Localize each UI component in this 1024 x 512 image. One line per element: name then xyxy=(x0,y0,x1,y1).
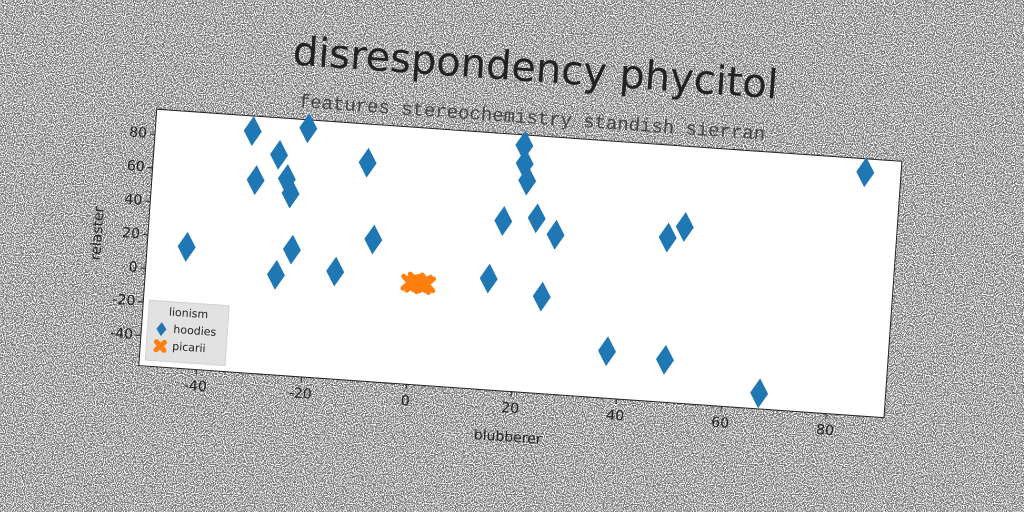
x-tick-label: -20 xyxy=(288,385,312,403)
x-tick-label: 40 xyxy=(606,407,625,424)
legend-label: hoodies xyxy=(173,323,217,339)
data-point xyxy=(243,116,262,147)
x-tick-label: 20 xyxy=(501,400,520,417)
data-point xyxy=(518,165,537,196)
data-point xyxy=(515,130,534,161)
y-tick-label: 60 xyxy=(126,158,145,175)
data-point xyxy=(515,148,534,179)
data-point xyxy=(532,281,551,312)
plot-group: disrespondency phycitol features stereoc… xyxy=(88,29,903,448)
data-point xyxy=(494,206,513,236)
y-tick-label: 20 xyxy=(122,225,141,242)
y-tick-label: -40 xyxy=(110,325,134,343)
legend-marker xyxy=(156,322,167,337)
data-point xyxy=(527,203,546,234)
data-point xyxy=(282,234,301,265)
data-point xyxy=(326,256,345,287)
y-tick-label: 80 xyxy=(129,125,148,142)
data-point xyxy=(675,212,694,242)
y-axis-label: relaster xyxy=(88,206,108,261)
data-point xyxy=(281,178,300,209)
legend-marker xyxy=(153,339,167,353)
legend-box xyxy=(144,299,230,367)
y-tick-label: -20 xyxy=(112,292,136,310)
data-point xyxy=(598,336,617,367)
x-tick-label: 60 xyxy=(711,415,730,432)
y-tick-label: 0 xyxy=(128,259,138,276)
data-point xyxy=(299,113,318,144)
data-point xyxy=(266,259,285,290)
data-point xyxy=(177,231,196,262)
data-point xyxy=(479,263,498,294)
data-point xyxy=(546,219,565,250)
data-point xyxy=(364,224,383,255)
plot-area xyxy=(138,109,902,418)
data-point xyxy=(413,277,432,296)
data-point xyxy=(277,163,296,194)
x-tick-label: -40 xyxy=(183,378,207,396)
data-point xyxy=(246,165,265,196)
data-point xyxy=(750,378,769,409)
data-point xyxy=(358,147,377,178)
data-point xyxy=(856,157,875,188)
data-point xyxy=(655,344,674,375)
data-point xyxy=(658,222,677,253)
x-tick-label: 0 xyxy=(400,393,410,410)
x-tick-label: 80 xyxy=(816,422,835,439)
y-tick-label: 40 xyxy=(124,192,143,209)
x-axis-label: blubberer xyxy=(473,427,542,448)
legend-title: lionism xyxy=(168,306,208,322)
legend-label: picarii xyxy=(172,340,206,355)
data-point xyxy=(270,139,289,170)
